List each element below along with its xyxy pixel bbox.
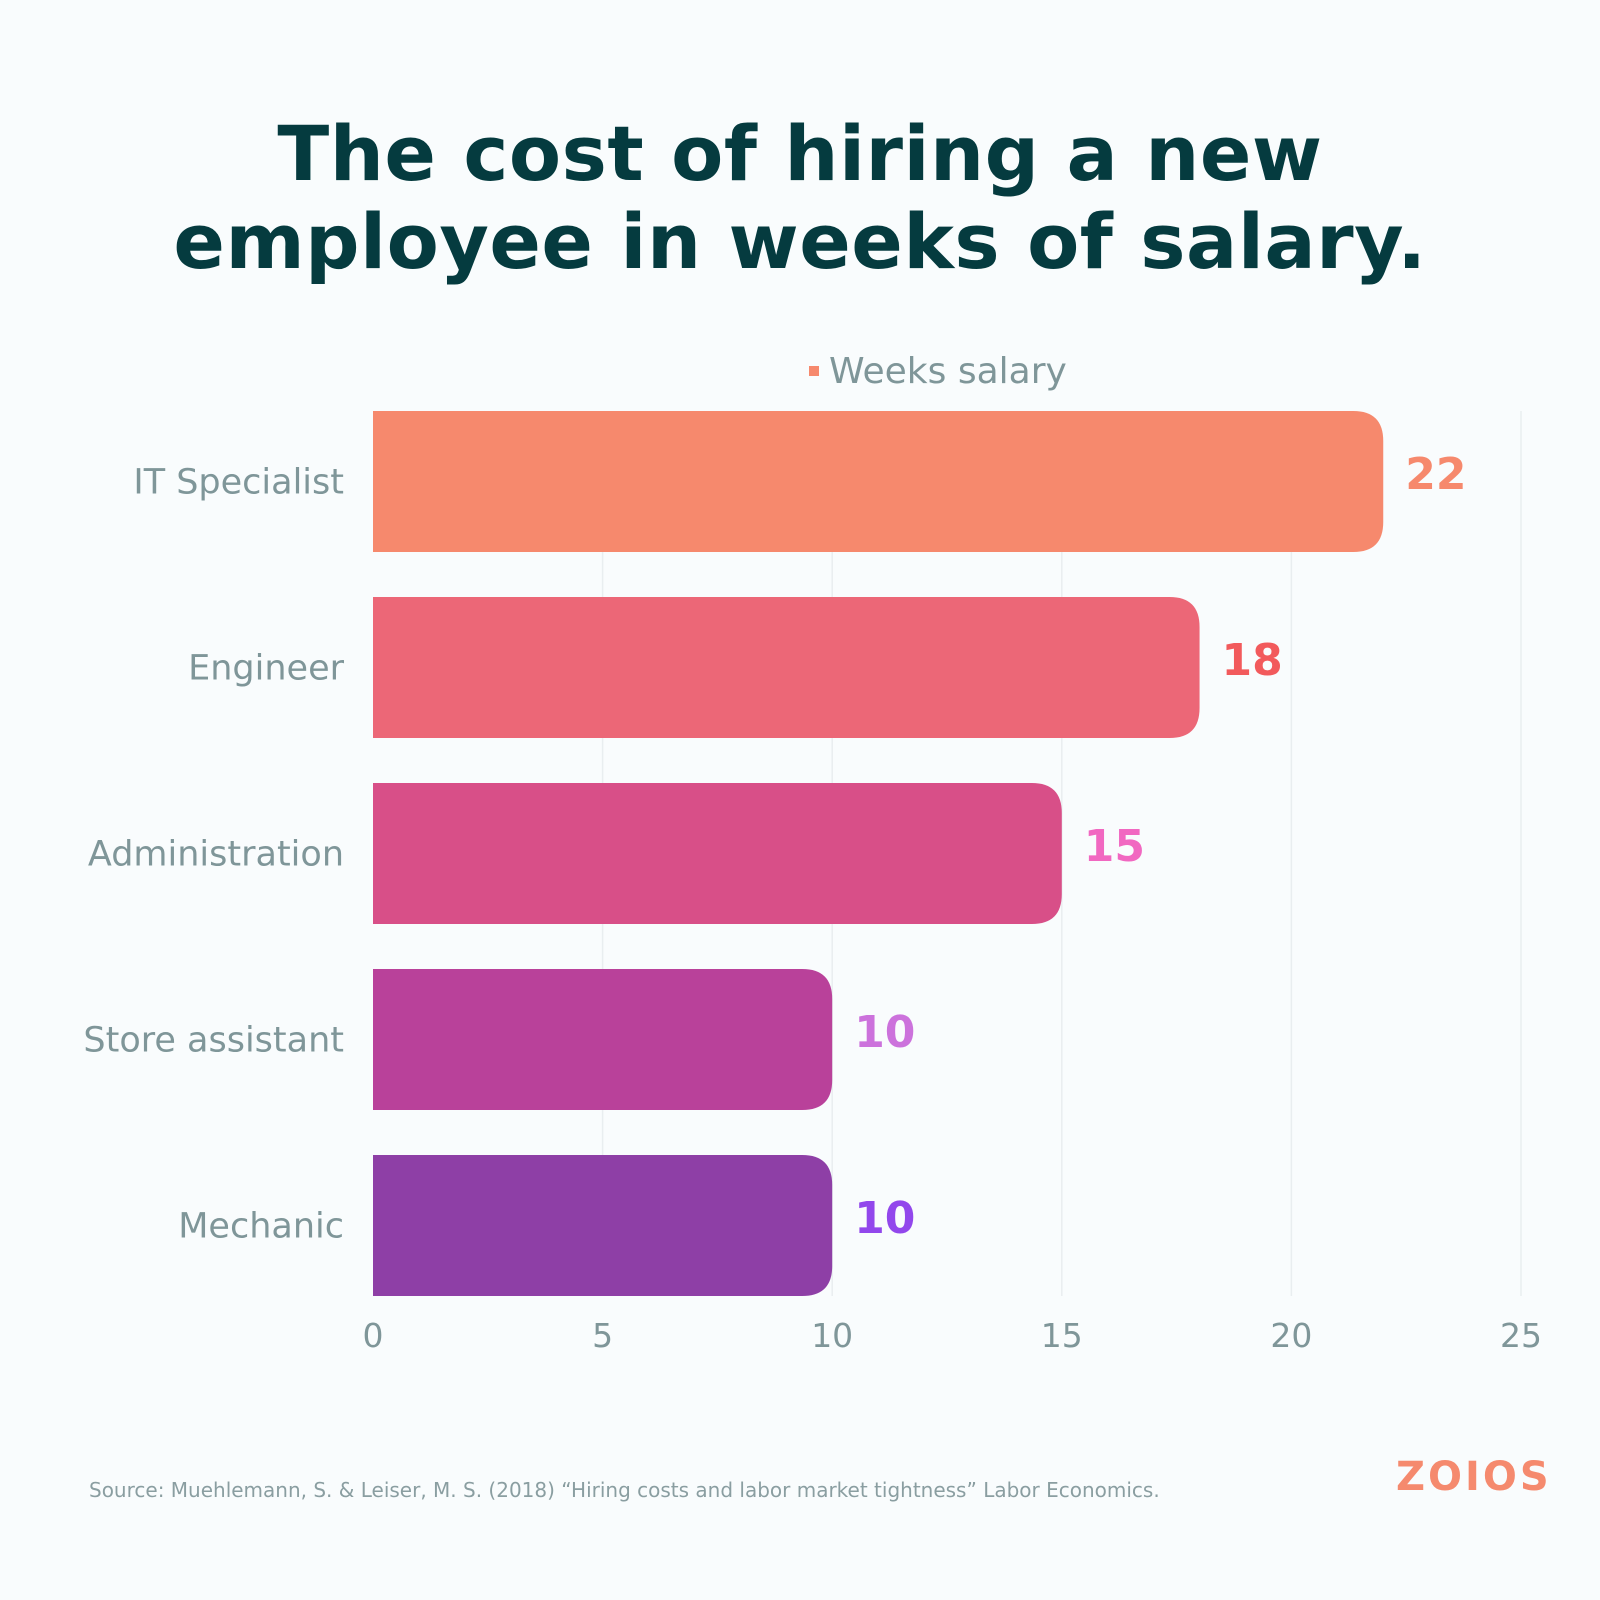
x-tick-label: 15	[1041, 1316, 1083, 1355]
chart-title: The cost of hiring a new employee in wee…	[0, 110, 1600, 286]
category-label: Engineer	[188, 649, 344, 689]
value-label: 18	[1222, 635, 1283, 686]
x-tick-label: 25	[1500, 1316, 1542, 1355]
source-note: Source: Muehlemann, S. & Leiser, M. S. (…	[89, 1478, 1160, 1502]
x-tick-label: 10	[811, 1316, 853, 1355]
x-tick-label: 5	[592, 1316, 613, 1355]
bar-it-specialist	[373, 411, 1384, 552]
x-tick-label: 0	[363, 1316, 384, 1355]
x-tick-label: 20	[1270, 1316, 1312, 1355]
legend-swatch	[809, 366, 819, 376]
chart-title-line-2: employee in weeks of salary.	[173, 197, 1427, 286]
category-label: Mechanic	[178, 1207, 344, 1247]
category-label: Administration	[88, 835, 344, 875]
value-label: 15	[1084, 821, 1145, 872]
zoios-logo: ZOIOS	[1396, 1454, 1552, 1500]
bar-engineer	[373, 597, 1200, 738]
bar-mechanic	[373, 1155, 833, 1296]
legend-label: Weeks salary	[829, 351, 1067, 392]
value-label: 10	[854, 1193, 915, 1244]
category-label: IT Specialist	[133, 463, 344, 503]
category-label: Store assistant	[83, 1021, 344, 1061]
bar-store-assistant	[373, 969, 833, 1110]
bar-administration	[373, 783, 1062, 924]
value-label: 10	[854, 1007, 915, 1058]
chart-title-line-1: The cost of hiring a new	[277, 109, 1323, 198]
value-label: 22	[1405, 449, 1466, 500]
